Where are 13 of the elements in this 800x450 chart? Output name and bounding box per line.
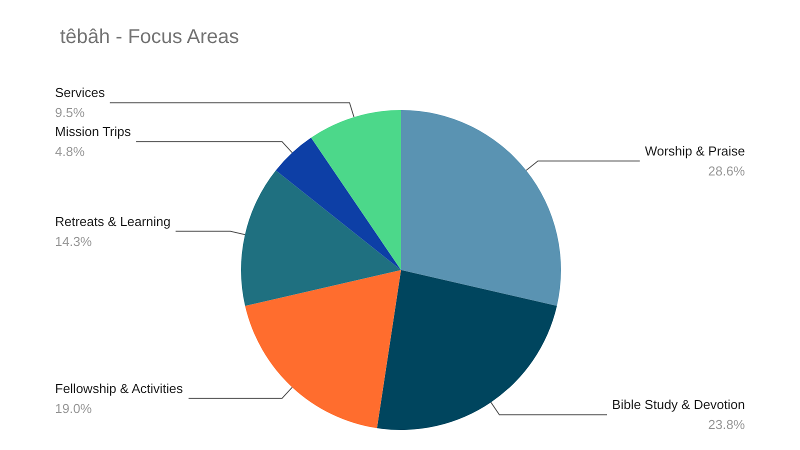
data-label: 19.0% [55,400,92,416]
data-label: 14.3% [55,234,92,249]
chart-title: têbâh - Focus Areas [60,26,239,48]
data-label: 9.5% [55,105,86,120]
slice-label: Retreats & Learning [55,214,171,229]
data-label: 4.8% [55,144,86,160]
slice-label: Worship & Praise [644,144,745,159]
slice-label: Bible Study & Devotion [612,397,745,412]
data-label: 23.8% [708,417,746,432]
data-label: 28.6% [708,164,746,179]
slice-label: Mission Trips [55,124,132,140]
slice-label: Services [55,85,106,100]
slice-label: Fellowship & Activities [55,380,184,396]
